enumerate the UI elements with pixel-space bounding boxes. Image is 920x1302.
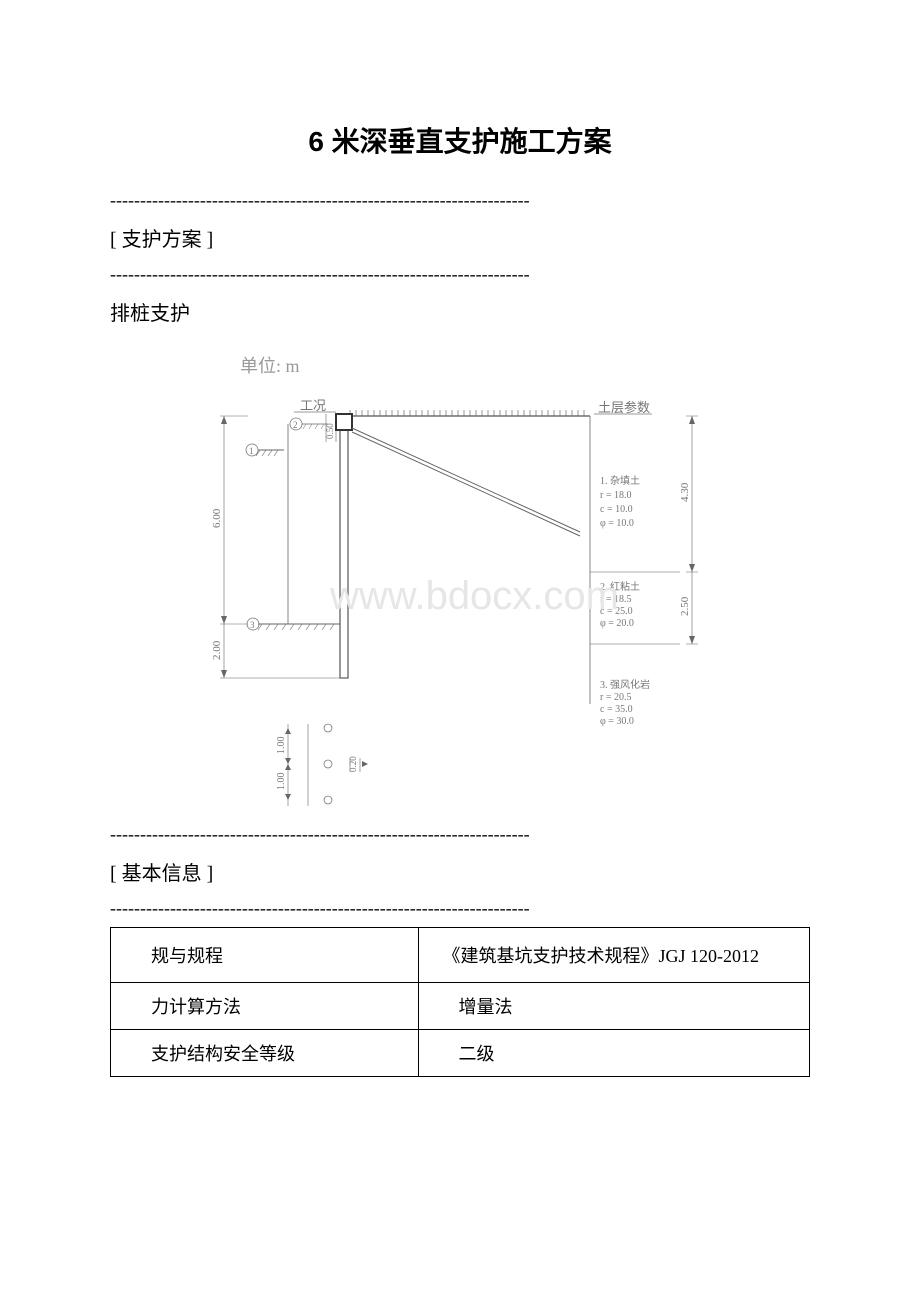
table-row: 力计算方法 增量法: [111, 983, 810, 1030]
dim-430: 4.30: [679, 482, 691, 502]
pile-cap: [336, 414, 352, 430]
layer2-phi: φ = 20.0: [600, 618, 634, 629]
layer2-name: 2. 红粘土: [600, 580, 640, 593]
legend-1a: 1.00: [276, 737, 287, 755]
support-diagram: www.bdocx.com 单位: m 工况 1 2 0.50: [200, 344, 720, 814]
dashed-divider: ----------------------------------------…: [110, 264, 810, 285]
page-title: 6 米深垂直支护施工方案: [110, 120, 810, 160]
section-header-info: [ 基本信息 ]: [110, 857, 810, 886]
table-row: 规与规程 《建筑基坑支护技术规程》JGJ 120-2012: [111, 928, 810, 983]
section-header-scheme: [ 支护方案 ]: [110, 223, 810, 252]
cell-key: 规与规程: [111, 928, 419, 983]
dim-250: 2.50: [679, 596, 691, 616]
legend-1b: 1.00: [276, 773, 287, 791]
legend-020: 0.20: [348, 756, 358, 772]
condition-label: 工况: [300, 398, 326, 413]
dim-6: 6.00: [211, 508, 223, 528]
dim-050: 0.50: [325, 423, 335, 439]
dashed-divider: ----------------------------------------…: [110, 824, 810, 845]
cell-value: 二级: [418, 1030, 809, 1077]
info-table: 规与规程 《建筑基坑支护技术规程》JGJ 120-2012 力计算方法 增量法 …: [110, 927, 810, 1077]
layer1-name: 1. 杂填土: [600, 474, 640, 487]
layer2-r: r = 18.5: [600, 594, 631, 605]
cell-key: 力计算方法: [111, 983, 419, 1030]
scheme-subtitle: 排桩支护: [110, 297, 810, 326]
layer3-c: c = 35.0: [600, 704, 633, 715]
layer2-c: c = 25.0: [600, 606, 633, 617]
unit-label: 单位: m: [240, 356, 300, 376]
layer1-c: c = 10.0: [600, 504, 633, 515]
svg-text:3: 3: [250, 620, 255, 630]
soil-params-label: 土层参数: [598, 400, 650, 415]
cell-key: 支护结构安全等级: [111, 1030, 419, 1077]
layer3-r: r = 20.5: [600, 692, 631, 703]
ground-hatching: [350, 410, 584, 416]
dashed-divider: ----------------------------------------…: [110, 898, 810, 919]
layer3-name: 3. 强风化岩: [600, 678, 650, 691]
layer3-phi: φ = 30.0: [600, 716, 634, 727]
layer1-phi: φ = 10.0: [600, 518, 634, 529]
pile-element: [340, 416, 348, 678]
svg-text:1: 1: [249, 446, 254, 456]
cell-value: 《建筑基坑支护技术规程》JGJ 120-2012: [418, 928, 809, 983]
dim-2: 2.00: [211, 640, 223, 660]
dashed-divider: ----------------------------------------…: [110, 190, 810, 211]
svg-text:2: 2: [293, 420, 298, 430]
layer1-r: r = 18.0: [600, 490, 631, 501]
cell-value: 增量法: [418, 983, 809, 1030]
table-row: 支护结构安全等级 二级: [111, 1030, 810, 1077]
